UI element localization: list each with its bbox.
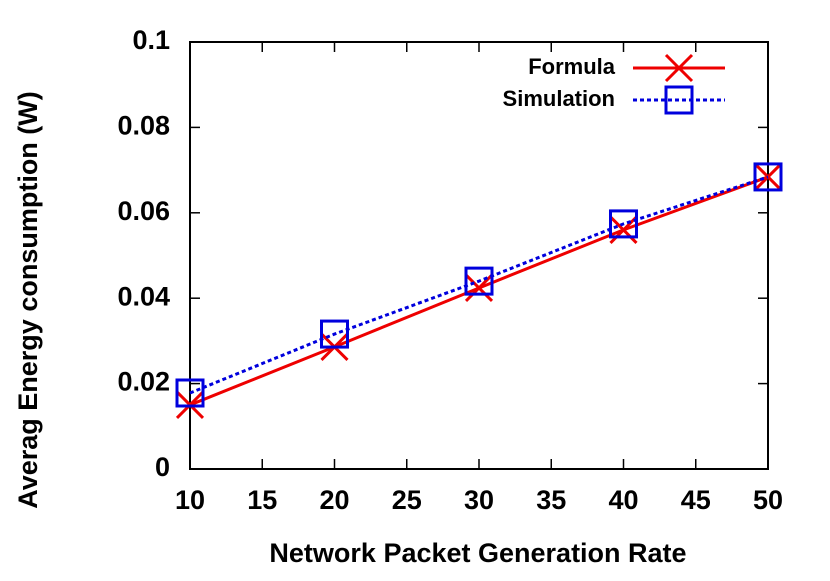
marker (320, 319, 349, 349)
legend-marker (664, 53, 694, 83)
y-tick-label: 0.04 (117, 281, 170, 311)
marker (464, 266, 494, 296)
plot-frame (189, 41, 769, 470)
legend-marker (664, 85, 694, 115)
x-tick-label: 30 (464, 485, 494, 515)
series-line (189, 175, 769, 395)
y-tick-label: 0.08 (117, 111, 170, 141)
x-tick-label: 50 (753, 485, 783, 515)
y-tick-label: 0.1 (132, 25, 170, 55)
legend-label: Simulation (503, 86, 615, 111)
marker (753, 162, 783, 192)
y-tick-label: 0 (155, 452, 170, 482)
x-tick-label: 40 (608, 485, 638, 515)
x-axis-label: Network Packet Generation Rate (269, 538, 686, 568)
marker (175, 378, 205, 408)
series-line (189, 175, 769, 407)
marker (609, 215, 638, 244)
x-tick-label: 45 (681, 485, 711, 515)
marker (464, 273, 494, 303)
y-tick-label: 0.06 (117, 196, 170, 226)
legend-label: Formula (528, 54, 616, 79)
y-tick-label: 0.02 (117, 367, 170, 397)
y-axis-label: Averag Energy consumption (W) (13, 91, 43, 509)
x-tick-label: 10 (175, 485, 205, 515)
x-tick-label: 20 (319, 485, 349, 515)
x-tick-label: 35 (536, 485, 566, 515)
x-tick-label: 25 (392, 485, 422, 515)
marker (609, 209, 638, 239)
x-tick-label: 15 (247, 485, 277, 515)
